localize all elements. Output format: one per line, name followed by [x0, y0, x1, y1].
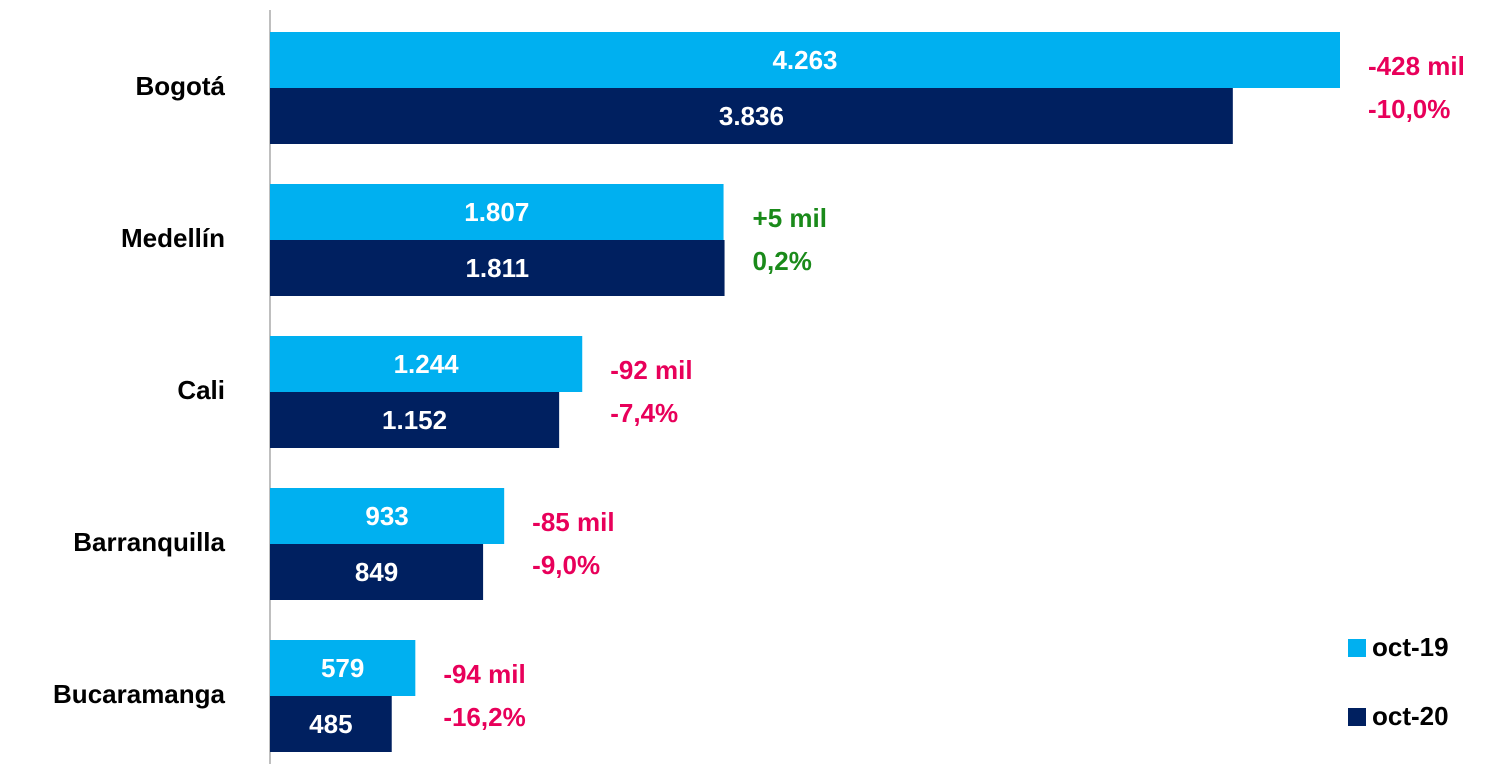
value-label: 1.807: [464, 197, 529, 227]
legend-label: oct-19: [1372, 632, 1449, 662]
annotation: -92 mil: [610, 355, 692, 385]
bar: [270, 392, 560, 448]
annotation: 0,2%: [753, 246, 812, 276]
annotation: -16,2%: [443, 702, 525, 732]
category-label: Cali: [177, 375, 225, 405]
bar: [270, 88, 1233, 144]
value-label: 1.152: [382, 405, 447, 435]
annotation: -428 mil: [1368, 51, 1465, 81]
bar: [270, 640, 416, 696]
value-label: 849: [355, 557, 398, 587]
category-label: Bogotá: [135, 71, 225, 101]
bar: [270, 696, 392, 752]
annotation: -94 mil: [443, 659, 525, 689]
annotation: -85 mil: [532, 507, 614, 537]
value-label: 1.811: [465, 253, 529, 283]
category-label: Bucaramanga: [53, 679, 225, 709]
value-label: 579: [321, 653, 364, 683]
category-label: Barranquilla: [73, 527, 225, 557]
legend-swatch: [1348, 639, 1366, 657]
annotation: -9,0%: [532, 550, 600, 580]
legend-label: oct-20: [1372, 701, 1449, 731]
bar: [270, 488, 505, 544]
bar: [270, 184, 724, 240]
bar: [270, 336, 583, 392]
value-label: 4.263: [772, 45, 837, 75]
value-label: 485: [309, 709, 352, 739]
annotation: -10,0%: [1368, 94, 1450, 124]
value-label: 933: [365, 501, 408, 531]
legend-swatch: [1348, 708, 1366, 726]
category-label: Medellín: [121, 223, 225, 253]
bar: [270, 544, 484, 600]
bar: [270, 240, 725, 296]
annotation: +5 mil: [753, 203, 827, 233]
value-label: 3.836: [719, 101, 784, 131]
bar: [270, 32, 1340, 88]
annotation: -7,4%: [610, 398, 678, 428]
value-label: 1.244: [394, 349, 460, 379]
